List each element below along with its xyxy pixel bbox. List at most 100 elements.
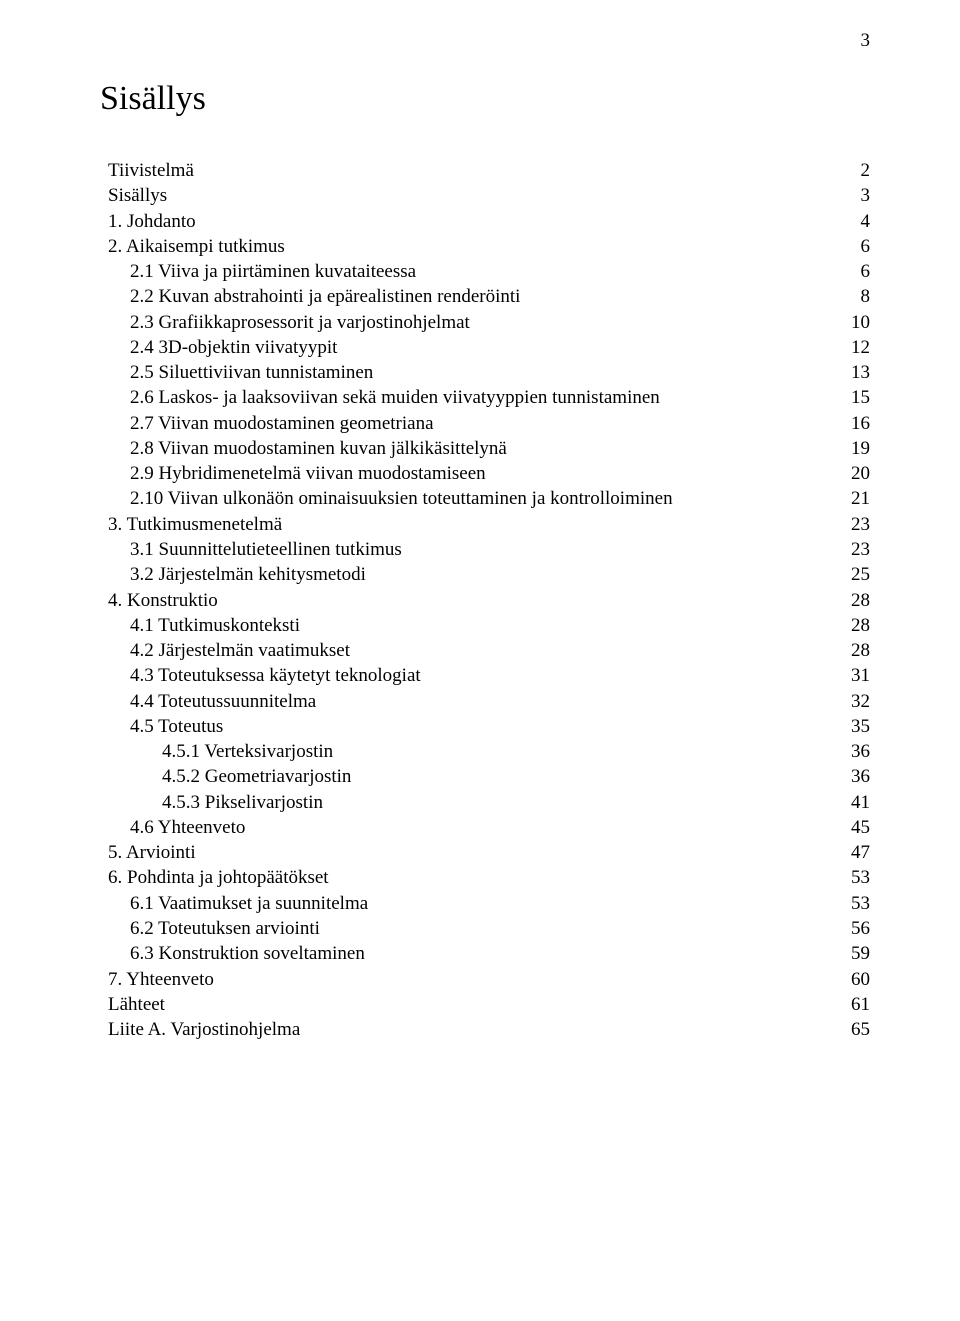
toc-entry-label: 4.6 Yhteenveto (130, 815, 245, 840)
toc-entry-page: 25 (851, 562, 870, 587)
toc-entry-label: 4.5.1 Verteksivarjostin (162, 739, 333, 764)
toc-entry-label: 2.5 Siluettiviivan tunnistaminen (130, 360, 373, 385)
toc-entry-page: 60 (851, 967, 870, 992)
toc-entry: 4.6 Yhteenveto 45 (100, 815, 870, 840)
toc-entry-page: 32 (851, 689, 870, 714)
toc-entry: 6. Pohdinta ja johtopäätökset 53 (100, 865, 870, 890)
toc-entry-page: 20 (851, 461, 870, 486)
toc-entry-label: 2.3 Grafiikkaprosessorit ja varjostinohj… (130, 310, 470, 335)
toc-entry: 4.4 Toteutussuunnitelma 32 (100, 689, 870, 714)
toc-entry: 4.5.1 Verteksivarjostin 36 (100, 739, 870, 764)
toc-entry-label: 2.10 Viivan ulkonäön ominaisuuksien tote… (130, 486, 673, 511)
toc-entry-page: 4 (861, 209, 871, 234)
toc-entry-page: 61 (851, 992, 870, 1017)
toc-entry-label: Lähteet (108, 992, 165, 1017)
toc-entry: 6.2 Toteutuksen arviointi 56 (100, 916, 870, 941)
toc-entry: Lähteet 61 (100, 992, 870, 1017)
toc-entry: 6.3 Konstruktion soveltaminen 59 (100, 941, 870, 966)
toc-entry: 4.5 Toteutus 35 (100, 714, 870, 739)
toc-entry-label: 6.3 Konstruktion soveltaminen (130, 941, 365, 966)
toc-entry-page: 56 (851, 916, 870, 941)
toc-entry: 3. Tutkimusmenetelmä 23 (100, 512, 870, 537)
toc-entry-page: 15 (851, 385, 870, 410)
toc-entry-page: 45 (851, 815, 870, 840)
toc-entry: 4. Konstruktio 28 (100, 588, 870, 613)
toc-entry-page: 41 (851, 790, 870, 815)
toc-entry-label: 4.5.2 Geometriavarjostin (162, 764, 351, 789)
toc-entry-page: 23 (851, 512, 870, 537)
toc-container: Tiivistelmä2 Sisällys 3 1. Johdanto 4 2. A… (100, 158, 870, 1042)
toc-entry: 4.1 Tutkimuskonteksti 28 (100, 613, 870, 638)
toc-entry-label: 2.8 Viivan muodostaminen kuvan jälkikäsi… (130, 436, 507, 461)
toc-entry: 2.7 Viivan muodostaminen geometriana 16 (100, 411, 870, 436)
toc-entry: 5. Arviointi47 (100, 840, 870, 865)
toc-entry-page: 35 (851, 714, 870, 739)
toc-entry: 2. Aikaisempi tutkimus 6 (100, 234, 870, 259)
toc-entry-label: 6. Pohdinta ja johtopäätökset (108, 865, 329, 890)
toc-entry-label: 4.5.3 Pikselivarjostin (162, 790, 323, 815)
toc-entry: 7. Yhteenveto 60 (100, 967, 870, 992)
toc-entry: Liite A. Varjostinohjelma 65 (100, 1017, 870, 1042)
toc-entry-page: 36 (851, 739, 870, 764)
toc-entry-page: 12 (851, 335, 870, 360)
toc-entry: 4.2 Järjestelmän vaatimukset 28 (100, 638, 870, 663)
toc-entry-label: 3.2 Järjestelmän kehitysmetodi (130, 562, 366, 587)
toc-entry-page: 23 (851, 537, 870, 562)
toc-entry-label: 1. Johdanto (108, 209, 196, 234)
toc-entry: Tiivistelmä2 (100, 158, 870, 183)
toc-entry-page: 21 (851, 486, 870, 511)
toc-entry-label: 2.1 Viiva ja piirtäminen kuvataiteessa (130, 259, 416, 284)
toc-entry: 4.3 Toteutuksessa käytetyt teknologiat 31 (100, 663, 870, 688)
toc-entry-label: 7. Yhteenveto (108, 967, 214, 992)
toc-entry-label: 2. Aikaisempi tutkimus (108, 234, 285, 259)
toc-entry-label: 4. Konstruktio (108, 588, 218, 613)
toc-entry-label: 2.9 Hybridimenetelmä viivan muodostamise… (130, 461, 486, 486)
toc-entry-label: 6.1 Vaatimukset ja suunnitelma (130, 891, 368, 916)
toc-entry-page: 6 (861, 259, 871, 284)
toc-entry-page: 53 (851, 865, 870, 890)
toc-entry: 4.5.2 Geometriavarjostin 36 (100, 764, 870, 789)
toc-entry-page: 47 (851, 840, 870, 865)
toc-entry-page: 31 (851, 663, 870, 688)
toc-entry-page: 2 (861, 158, 871, 183)
toc-entry: 4.5.3 Pikselivarjostin 41 (100, 790, 870, 815)
toc-entry-page: 8 (861, 284, 871, 309)
toc-entry-label: 4.1 Tutkimuskonteksti (130, 613, 300, 638)
toc-entry-label: 2.2 Kuvan abstrahointi ja epärealistinen… (130, 284, 520, 309)
toc-entry-label: 4.2 Järjestelmän vaatimukset (130, 638, 350, 663)
toc-entry: 1. Johdanto 4 (100, 209, 870, 234)
toc-entry: 2.6 Laskos- ja laaksoviivan sekä muiden … (100, 385, 870, 410)
toc-entry-label: Liite A. Varjostinohjelma (108, 1017, 300, 1042)
toc-entry-label: 3. Tutkimusmenetelmä (108, 512, 282, 537)
toc-entry: 2.10 Viivan ulkonäön ominaisuuksien tote… (100, 486, 870, 511)
toc-entry-label: 2.6 Laskos- ja laaksoviivan sekä muiden … (130, 385, 660, 410)
toc-entry-page: 53 (851, 891, 870, 916)
toc-entry: 2.1 Viiva ja piirtäminen kuvataiteessa 6 (100, 259, 870, 284)
toc-entry: Sisällys 3 (100, 183, 870, 208)
toc-entry-page: 3 (861, 183, 871, 208)
toc-entry: 2.5 Siluettiviivan tunnistaminen 13 (100, 360, 870, 385)
toc-entry-page: 28 (851, 588, 870, 613)
toc-entry-page: 65 (851, 1017, 870, 1042)
toc-entry: 3.1 Suunnittelutieteellinen tutkimus23 (100, 537, 870, 562)
toc-entry-page: 10 (851, 310, 870, 335)
toc-entry-page: 13 (851, 360, 870, 385)
toc-entry-page: 28 (851, 638, 870, 663)
toc-entry-label: Sisällys (108, 183, 167, 208)
toc-entry: 2.2 Kuvan abstrahointi ja epärealistinen… (100, 284, 870, 309)
toc-entry-label: 4.5 Toteutus (130, 714, 223, 739)
toc-entry-page: 36 (851, 764, 870, 789)
toc-entry: 2.8 Viivan muodostaminen kuvan jälkikäsi… (100, 436, 870, 461)
toc-entry-page: 59 (851, 941, 870, 966)
toc-entry-label: 4.3 Toteutuksessa käytetyt teknologiat (130, 663, 421, 688)
toc-entry: 2.3 Grafiikkaprosessorit ja varjostinohj… (100, 310, 870, 335)
toc-entry-label: 4.4 Toteutussuunnitelma (130, 689, 316, 714)
toc-entry-label: 2.7 Viivan muodostaminen geometriana (130, 411, 434, 436)
toc-entry: 6.1 Vaatimukset ja suunnitelma 53 (100, 891, 870, 916)
toc-entry-page: 6 (861, 234, 871, 259)
page-number: 3 (861, 30, 871, 52)
toc-entry-page: 16 (851, 411, 870, 436)
toc-entry: 3.2 Järjestelmän kehitysmetodi 25 (100, 562, 870, 587)
toc-entry-page: 28 (851, 613, 870, 638)
toc-entry-label: 6.2 Toteutuksen arviointi (130, 916, 320, 941)
